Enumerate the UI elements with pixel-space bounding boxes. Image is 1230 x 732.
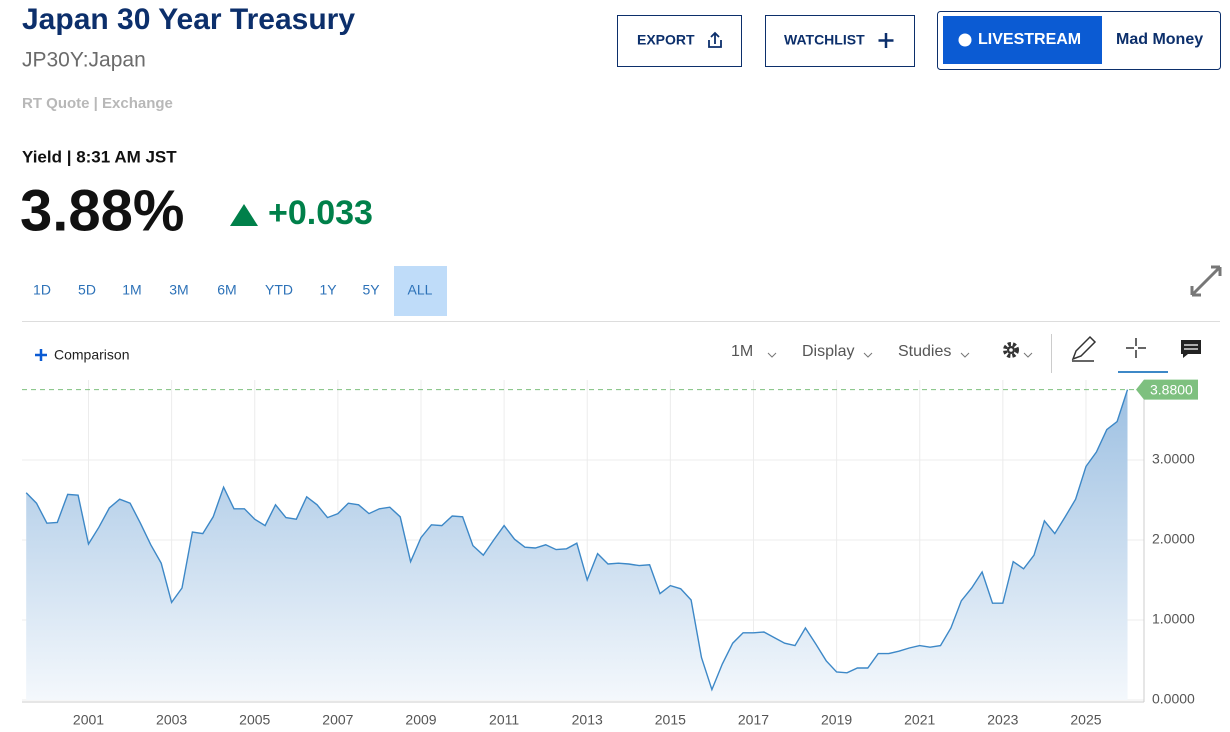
range-tab[interactable]: 5Y — [362, 282, 380, 298]
last-value-label: 3.8800 — [1150, 381, 1193, 397]
range-tab[interactable]: 5D — [78, 282, 96, 298]
expand-icon[interactable] — [1190, 265, 1222, 297]
title: Japan 30 Year Treasury — [22, 3, 355, 36]
caret — [960, 352, 970, 358]
range-tab[interactable]: 1D — [33, 282, 51, 298]
show-link[interactable]: Mad Money — [1116, 31, 1203, 48]
export-button[interactable]: EXPORT — [617, 15, 742, 67]
range-tab[interactable]: YTD — [265, 282, 293, 298]
x-tick-label: 2011 — [489, 712, 519, 728]
studies[interactable]: Studies — [898, 343, 951, 360]
x-tick-label: 2009 — [405, 712, 436, 728]
range-tab[interactable]: 1Y — [319, 282, 337, 298]
x-tick-label: 2005 — [239, 712, 270, 728]
icon — [708, 31, 722, 48]
range-tabs: 1D 5D 1M 3M 6M YTD 1Y 5Y ALL — [33, 266, 447, 316]
button-label: WATCHLIST — [784, 32, 865, 48]
range-tab[interactable]: 6M — [217, 282, 236, 298]
chart: 2001 2003 2005 2007 2009 2011 2013 2015 2017 2019… — [22, 379, 1198, 728]
button-label: LIVESTREAM — [978, 31, 1081, 48]
x-tick-label: 2017 — [738, 712, 769, 728]
range-tab[interactable]: 3M — [169, 282, 188, 298]
x-tick-label: 2003 — [156, 712, 187, 728]
draw-icon[interactable] — [1071, 335, 1097, 362]
x-tick-label: 2013 — [572, 712, 603, 728]
y-tick-label: 1.0000 — [1152, 611, 1195, 627]
x-tick-label: 2019 — [821, 712, 852, 728]
line — [25, 389, 1129, 692]
x-tick-label: 2023 — [987, 712, 1018, 728]
comment-lines — [1184, 344, 1198, 350]
caret — [863, 352, 873, 358]
x-tick-label: 2015 — [655, 712, 686, 728]
x-tick-label: 2025 — [1070, 712, 1101, 728]
range-tab[interactable]: ALL — [408, 282, 433, 298]
quote-source: RT Quote | Exchange — [22, 95, 173, 112]
quote-label: Yield | 8:31 AM JST — [22, 147, 177, 166]
symbol: JP30Y:Japan — [22, 49, 146, 72]
comparison[interactable]: Comparison — [54, 347, 129, 363]
interval[interactable]: 1M — [731, 343, 753, 360]
y-tick-label: 2.0000 — [1152, 531, 1195, 547]
y-tick-label: 3.0000 — [1152, 451, 1195, 467]
icon — [878, 33, 894, 48]
active-tab — [394, 266, 447, 316]
range-tab[interactable]: 1M — [122, 282, 141, 298]
x-tick-label: 2001 — [73, 712, 104, 728]
livestream-button[interactable]: LIVESTREAM — [943, 16, 1102, 64]
caret — [767, 352, 777, 358]
x-tick-label: 2007 — [322, 712, 353, 728]
watchlist-button[interactable]: WATCHLIST — [765, 15, 915, 67]
plus-icon — [35, 349, 47, 361]
crosshair-icon[interactable] — [1126, 338, 1146, 358]
button-label: EXPORT — [637, 32, 695, 48]
up-arrow — [230, 204, 258, 226]
last-price: 3.88% — [20, 178, 184, 243]
change: +0.033 — [268, 194, 373, 232]
x-tick-label: 2021 — [904, 712, 935, 728]
display[interactable]: Display — [802, 343, 854, 360]
settings-icon[interactable] — [1003, 342, 1033, 358]
last-value-tag — [1136, 379, 1198, 400]
y-tick-label: 0.0000 — [1152, 691, 1195, 707]
